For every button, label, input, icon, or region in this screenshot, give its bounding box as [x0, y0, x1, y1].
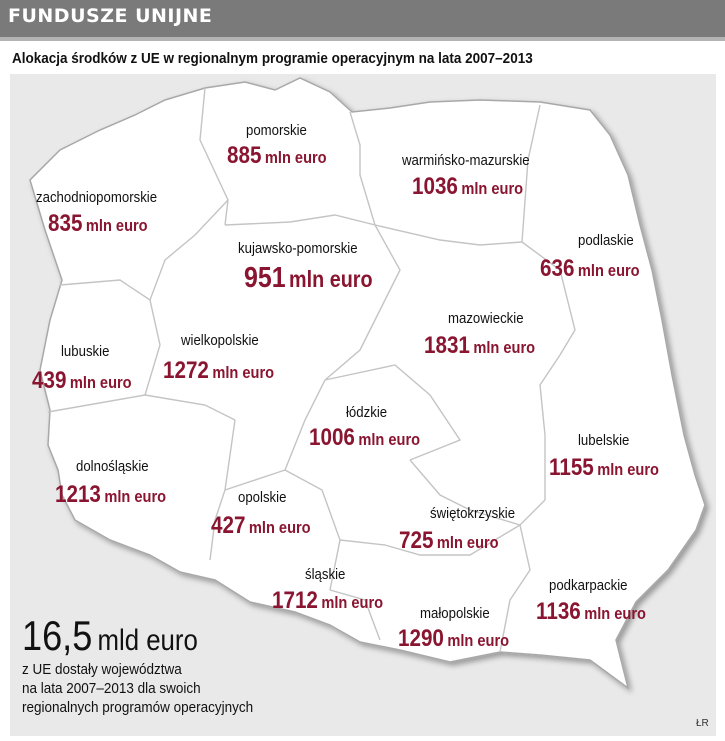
region-value-wielkopolskie: 1272 mln euro: [163, 357, 274, 385]
region-name-malopolskie: małopolskie: [420, 605, 490, 622]
region-value-unit: mln euro: [584, 604, 646, 623]
region-value-number: 1831: [424, 332, 470, 359]
region-name-zachodniopomorskie: zachodniopomorskie: [36, 189, 158, 206]
region-value-slaskie: 1712 mln euro: [272, 587, 383, 615]
region-value-podkarpackie: 1136 mln euro: [536, 598, 646, 626]
caption-line: na lata 2007–2013 dla swoich: [22, 680, 201, 697]
region-value-number: 1036: [412, 173, 458, 200]
region-value-lodzkie: 1006 mln euro: [309, 424, 420, 452]
header-title: FUNDUSZE UNIJNE: [8, 5, 213, 27]
caption-line: z UE dostały województwa: [22, 661, 182, 678]
region-value-unit: mln euro: [436, 533, 499, 552]
region-value-zachodniopomorskie: 835 mln euro: [48, 210, 148, 238]
region-name-lodzkie: łódzkie: [346, 404, 388, 421]
region-value-number: 1712: [272, 587, 318, 614]
region-name-mazowieckie: mazowieckie: [448, 310, 524, 327]
header-bar: FUNDUSZE UNIJNE: [0, 0, 725, 37]
region-value-number: 1155: [549, 454, 594, 481]
region-value-unit: mln euro: [473, 338, 536, 357]
region-value-number: 835: [48, 210, 83, 237]
region-value-unit: mln euro: [248, 518, 311, 537]
region-name-lubuskie: lubuskie: [61, 343, 110, 360]
region-name-pomorskie: pomorskie: [246, 122, 307, 139]
region-value-unit: mln euro: [264, 148, 327, 167]
region-value-unit: mln euro: [289, 266, 373, 292]
region-value-number: 427: [211, 512, 246, 539]
region-name-warminsko-mazurskie: warmińsko-mazurskie: [402, 152, 530, 169]
region-value-unit: mln euro: [577, 261, 640, 280]
region-value-lubelskie: 1155 mln euro: [549, 454, 659, 482]
region-value-number: 885: [227, 142, 262, 169]
total-number: 16,5: [22, 612, 93, 659]
region-name-kujawsko-pomorskie: kujawsko-pomorskie: [238, 240, 358, 257]
header-stripe: [0, 37, 725, 41]
region-value-mazowieckie: 1831 mln euro: [424, 332, 535, 360]
map-subtitle: Alokacja środków z UE w regionalnym prog…: [12, 50, 533, 67]
region-value-unit: mln euro: [321, 593, 384, 612]
region-value-lubuskie: 439 mln euro: [32, 367, 132, 395]
region-value-unit: mln euro: [85, 216, 148, 235]
region-value-unit: mln euro: [212, 363, 275, 382]
region-value-number: 1213: [55, 481, 101, 508]
region-value-number: 951: [244, 262, 286, 294]
region-value-number: 725: [399, 527, 434, 554]
region-value-unit: mln euro: [358, 430, 421, 449]
region-name-opolskie: opolskie: [238, 489, 287, 506]
region-value-warminsko-mazurskie: 1036 mln euro: [412, 173, 523, 201]
region-borders: [47, 87, 576, 653]
region-name-wielkopolskie: wielkopolskie: [181, 332, 259, 349]
region-value-unit: mln euro: [69, 373, 132, 392]
region-name-podkarpackie: podkarpackie: [549, 577, 628, 594]
region-name-swietokrzyskie: świętokrzyskie: [430, 505, 516, 522]
region-value-number: 1006: [309, 424, 355, 451]
region-value-number: 636: [540, 255, 575, 282]
region-value-number: 1272: [163, 357, 209, 384]
region-value-podlaskie: 636 mln euro: [540, 255, 640, 283]
author-credit: ŁR: [696, 718, 709, 729]
total-caption: z UE dostały województwa na lata 2007–20…: [22, 660, 319, 717]
region-value-swietokrzyskie: 725 mln euro: [399, 527, 499, 555]
region-value-number: 1290: [398, 625, 444, 652]
region-name-slaskie: śląskie: [305, 566, 346, 583]
region-value-number: 439: [32, 367, 67, 394]
region-value-unit: mln euro: [597, 460, 659, 479]
region-value-unit: mln euro: [461, 179, 524, 198]
caption-line: regionalnych programów operacyjnych: [22, 699, 254, 716]
region-name-dolnoslaskie: dolnośląskie: [76, 458, 149, 475]
total-unit: mld euro: [97, 624, 198, 657]
region-value-kujawsko-pomorskie: 951 mln euro: [244, 262, 373, 295]
region-value-unit: mln euro: [104, 487, 167, 506]
total-amount: 16,5 mld euro: [22, 612, 198, 660]
region-value-pomorskie: 885 mln euro: [227, 142, 327, 170]
region-value-number: 1136: [536, 598, 581, 625]
region-value-malopolskie: 1290 mln euro: [398, 625, 509, 653]
region-value-unit: mln euro: [447, 631, 510, 650]
region-name-podlaskie: podlaskie: [578, 232, 634, 249]
region-value-opolskie: 427 mln euro: [211, 512, 311, 540]
region-name-lubelskie: lubelskie: [578, 432, 630, 449]
region-value-dolnoslaskie: 1213 mln euro: [55, 481, 166, 509]
